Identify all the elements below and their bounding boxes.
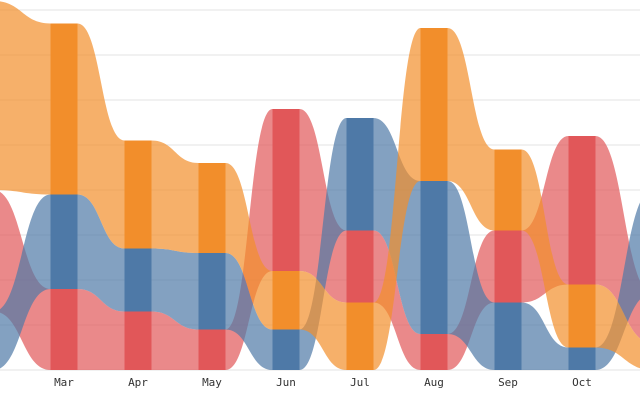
ribbon-red xyxy=(77,289,125,370)
ribbon-blue xyxy=(521,302,569,370)
ribbon-blue xyxy=(151,248,199,330)
bar-red-oct xyxy=(568,136,596,285)
ribbon-blue xyxy=(225,253,273,370)
bar-blue-mar xyxy=(50,194,78,289)
bar-blue-may xyxy=(198,253,226,330)
ribbon-orange xyxy=(595,284,640,369)
ribbon-orange xyxy=(373,28,421,370)
ribbon-orange xyxy=(521,149,569,348)
bar-orange-apr xyxy=(124,140,152,249)
ribbons xyxy=(0,1,640,370)
ribbon-orange xyxy=(447,28,495,231)
ribbon-blue xyxy=(0,194,51,369)
ribbon-blue xyxy=(447,181,495,370)
bar-orange-jul xyxy=(346,302,374,370)
bar-blue-jun xyxy=(272,329,300,370)
bar-blue-oct xyxy=(568,347,596,370)
ribbon-blue xyxy=(299,118,347,370)
x-axis: Mar Apr May Jun Jul Aug Sep Oct xyxy=(54,376,592,389)
bar-red-apr xyxy=(124,311,152,370)
x-tick-label: Sep xyxy=(498,376,518,389)
x-tick-label: Aug xyxy=(424,376,444,389)
bar-blue-apr xyxy=(124,248,152,312)
ribbon-blue xyxy=(595,202,640,370)
ribbon-blue xyxy=(77,194,125,312)
ribbon-orange xyxy=(77,23,125,249)
bar-orange-mar xyxy=(50,23,78,195)
bar-orange-aug xyxy=(420,28,448,181)
bar-red-aug xyxy=(420,334,448,370)
bar-red-may xyxy=(198,329,226,370)
bar-orange-jun xyxy=(272,271,300,330)
bar-blue-jul xyxy=(346,118,374,231)
ribbon-orange xyxy=(225,163,273,330)
x-tick-label: Oct xyxy=(572,376,592,389)
ribbon-orange xyxy=(151,140,199,253)
bar-orange-may xyxy=(198,163,226,253)
ribbon-orange xyxy=(0,1,51,195)
ribbon-orange xyxy=(299,271,347,370)
bars xyxy=(50,23,596,370)
bar-red-mar xyxy=(50,289,78,370)
bar-red-jun xyxy=(272,109,300,271)
x-tick-label: Apr xyxy=(128,376,148,389)
bar-blue-aug xyxy=(420,181,448,334)
bar-orange-oct xyxy=(568,284,596,348)
ribbon-red xyxy=(151,311,199,370)
ribbon-red xyxy=(299,109,347,303)
x-tick-label: Mar xyxy=(54,376,74,389)
x-tick-label: May xyxy=(202,376,222,389)
x-tick-label: Jul xyxy=(350,376,370,389)
x-tick-label: Jun xyxy=(276,376,296,389)
bar-orange-sep xyxy=(494,149,522,231)
ribbon-red xyxy=(373,230,421,370)
bar-red-jul xyxy=(346,230,374,303)
bar-blue-sep xyxy=(494,302,522,370)
bar-red-sep xyxy=(494,230,522,303)
